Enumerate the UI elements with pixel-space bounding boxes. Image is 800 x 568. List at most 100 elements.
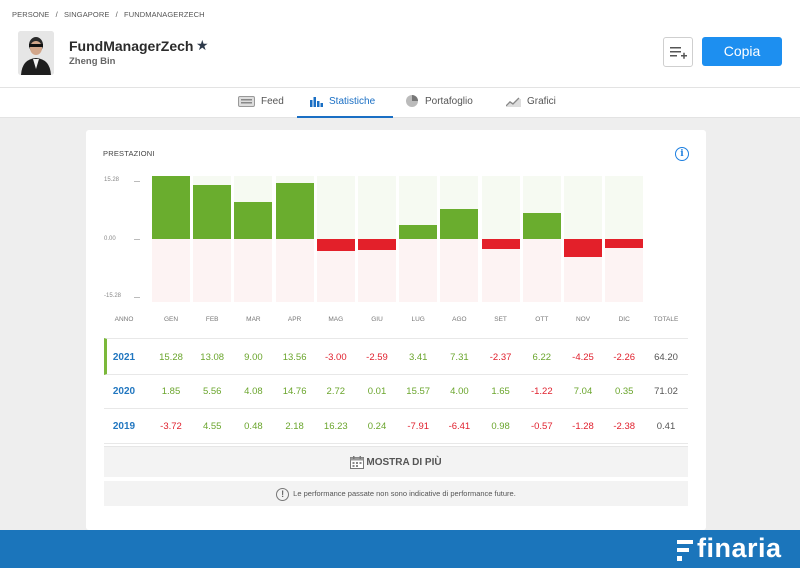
row-month-value: -1.28 bbox=[572, 420, 594, 432]
chart-month-column bbox=[316, 176, 355, 302]
row-month-value: 0.35 bbox=[614, 386, 634, 397]
negative-zone bbox=[234, 239, 273, 302]
month-label: SET bbox=[494, 316, 507, 323]
breadcrumb-item-persone[interactable]: PERSONE bbox=[12, 10, 50, 19]
line-chart-icon bbox=[506, 97, 521, 107]
chart-bar-gen[interactable] bbox=[152, 176, 190, 239]
finaria-logo-icon bbox=[677, 539, 693, 561]
negative-zone bbox=[605, 239, 644, 302]
row-month-value: 15.57 bbox=[406, 386, 431, 397]
month-label: MAG bbox=[328, 316, 344, 323]
row-month-value: 0.24 bbox=[367, 420, 387, 432]
row-month-value: -3.72 bbox=[160, 420, 182, 432]
performance-row-2019[interactable]: 2019 -3.72 4.55 0.48 2.18 16.23 0.24 -7.91 -6.41… bbox=[104, 409, 688, 444]
row-month-value: 9.00 bbox=[244, 351, 263, 363]
month-label: OTT bbox=[535, 316, 549, 323]
performance-row-2020[interactable]: 2020 1.85 5.56 4.08 14.76 2.72 0.01 15.57 4.00 1.… bbox=[104, 375, 688, 409]
row-month-value: 4.00 bbox=[450, 386, 469, 397]
tab-grafici[interactable]: Grafici bbox=[506, 88, 566, 118]
y-tick-label: -15.28 bbox=[104, 293, 122, 299]
chart-bar-ott[interactable] bbox=[522, 213, 561, 239]
breadcrumb-item-current: FUNDMANAGERZECH bbox=[124, 10, 205, 19]
negative-zone bbox=[152, 239, 190, 302]
row-month-value: 13.08 bbox=[200, 351, 225, 363]
bar-chart-icon bbox=[310, 96, 323, 107]
row-month-value: -7.91 bbox=[407, 420, 430, 432]
performance-row-2021[interactable]: 2021 15.28 13.08 9.00 13.56 -3.00 -2.59 3.41 7.3… bbox=[104, 338, 688, 375]
chart-bar-set[interactable] bbox=[481, 239, 520, 249]
tab-label: Feed bbox=[261, 96, 284, 107]
month-label: GEN bbox=[163, 316, 179, 323]
show-more-button[interactable]: MOSTRA DI PIÙ bbox=[104, 446, 688, 477]
chart-bar-feb[interactable] bbox=[193, 185, 232, 239]
row-month-value: 4.55 bbox=[202, 420, 222, 432]
chart-bar-mag[interactable] bbox=[316, 239, 355, 252]
chart-bar-apr[interactable] bbox=[275, 183, 314, 239]
breadcrumb-item-singapore[interactable]: SINGAPORE bbox=[63, 10, 110, 19]
row-total: 0.41 bbox=[656, 420, 676, 432]
info-icon[interactable]: i bbox=[675, 147, 689, 161]
row-month-value: 0.01 bbox=[367, 386, 387, 397]
add-to-watchlist-button[interactable] bbox=[663, 37, 693, 67]
month-label: MAR bbox=[246, 316, 261, 323]
brand-name: finaria bbox=[697, 533, 782, 563]
negative-zone bbox=[193, 239, 232, 302]
row-month-value: -2.38 bbox=[613, 420, 636, 432]
tab-feed[interactable]: Feed bbox=[238, 88, 288, 118]
tab-portafoglio[interactable]: Portafoglio bbox=[405, 88, 485, 118]
breadcrumb-separator: / bbox=[55, 10, 58, 19]
row-month-value: 0.98 bbox=[491, 420, 510, 432]
row-month-value: -4.25 bbox=[572, 351, 594, 363]
negative-zone bbox=[399, 239, 438, 302]
row-month-value: 6.22 bbox=[532, 351, 552, 363]
y-tick bbox=[134, 181, 140, 182]
chart-bar-ago[interactable] bbox=[440, 208, 479, 239]
disclaimer: ! Le performance passate non sono indicat… bbox=[104, 481, 688, 506]
copy-button[interactable]: Copia bbox=[702, 37, 782, 66]
username: FundManagerZech bbox=[69, 38, 194, 54]
row-month-value: 0.48 bbox=[244, 420, 263, 432]
chart-month-column bbox=[193, 176, 232, 302]
month-label: APR bbox=[287, 316, 302, 323]
month-label: FEB bbox=[205, 316, 219, 323]
monthly-performance-chart bbox=[152, 176, 646, 302]
positive-zone bbox=[605, 176, 644, 239]
chart-month-column bbox=[481, 176, 520, 302]
row-month-value: 14.76 bbox=[282, 386, 307, 397]
y-tick-label: 0.00 bbox=[104, 236, 116, 242]
chart-month-column bbox=[152, 176, 190, 302]
star-icon[interactable]: ★ bbox=[196, 37, 209, 53]
chart-bar-mar[interactable] bbox=[234, 201, 273, 239]
chart-month-column bbox=[564, 176, 602, 302]
row-year[interactable]: 2021 bbox=[112, 351, 136, 363]
list-add-icon bbox=[670, 47, 687, 59]
pie-chart-icon bbox=[406, 95, 418, 108]
row-total: 64.20 bbox=[654, 351, 678, 363]
disclaimer-text: Le performance passate non sono indicati… bbox=[293, 489, 516, 498]
month-label: DIC bbox=[618, 316, 630, 323]
breadcrumb: PERSONE / SINGAPORE / FUNDMANAGERZECH bbox=[12, 10, 209, 19]
chart-month-column bbox=[605, 176, 644, 302]
full-name: Zheng Bin bbox=[69, 56, 116, 67]
chart-bar-dic[interactable] bbox=[605, 239, 644, 249]
chart-bar-giu[interactable] bbox=[358, 239, 396, 250]
chart-bar-nov[interactable] bbox=[564, 239, 602, 257]
tab-label: Statistiche bbox=[329, 96, 376, 107]
tab-statistiche[interactable]: Statistiche bbox=[297, 88, 393, 118]
row-month-value: 16.23 bbox=[323, 420, 348, 432]
chart-bar-lug[interactable] bbox=[399, 224, 438, 239]
row-month-value: -1.22 bbox=[530, 386, 553, 397]
negative-zone bbox=[522, 239, 561, 302]
y-tick-label: 15.28 bbox=[104, 177, 120, 183]
positive-zone bbox=[564, 176, 602, 239]
row-year[interactable]: 2019 bbox=[112, 420, 136, 432]
chart-month-column bbox=[440, 176, 479, 302]
row-year[interactable]: 2020 bbox=[112, 386, 136, 397]
row-month-value: 5.56 bbox=[202, 386, 222, 397]
row-month-value: -2.59 bbox=[366, 351, 388, 363]
month-label: LUG bbox=[411, 316, 425, 323]
show-more-label: MOSTRA DI PIÙ bbox=[366, 457, 442, 468]
row-month-value: 2.18 bbox=[285, 420, 304, 432]
negative-zone bbox=[440, 239, 479, 302]
y-tick bbox=[134, 239, 140, 240]
